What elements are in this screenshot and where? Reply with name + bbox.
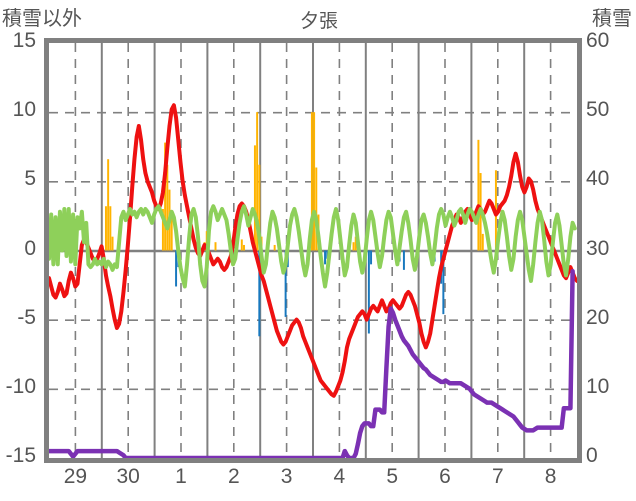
precip-bar — [243, 244, 245, 251]
plot-inner — [49, 43, 577, 458]
x-tick: 8 — [544, 465, 557, 488]
precip-bar — [161, 209, 164, 251]
x-tick: 3 — [280, 465, 293, 488]
precip-bar — [258, 250, 261, 337]
precip-bar — [107, 159, 110, 251]
precip-bar — [367, 250, 370, 334]
x-tick: 2 — [227, 465, 240, 488]
precip-bar — [170, 217, 173, 251]
y-tick-left: -10 — [5, 374, 36, 398]
precip-bar — [370, 250, 373, 265]
precip-bar — [326, 250, 329, 259]
precip-bar — [315, 167, 318, 251]
series-line-wind — [49, 204, 577, 289]
x-tick: 1 — [175, 465, 187, 488]
precip-bar — [258, 164, 261, 251]
y-tick-right: 0 — [586, 444, 598, 467]
y-tick-left: 5 — [24, 167, 36, 191]
chart-title: 夕張 — [300, 11, 339, 32]
precip-bar — [284, 250, 287, 317]
precip-bar — [354, 236, 357, 251]
plot-area — [44, 38, 582, 463]
precip-bar — [240, 239, 243, 251]
y-tick-right: 10 — [586, 374, 610, 398]
precip-bar — [442, 250, 445, 315]
right-axis-title: 積雪 — [592, 8, 632, 30]
x-tick: 7 — [491, 465, 504, 488]
precip-bar — [310, 112, 313, 251]
series-line-temperature — [49, 103, 577, 398]
precip-bar — [164, 142, 167, 251]
y-tick-right: 30 — [586, 236, 610, 260]
precip-bar — [214, 242, 217, 251]
x-tick: 5 — [386, 465, 399, 488]
precip-bar — [104, 206, 107, 251]
y-tick-right: 50 — [586, 98, 610, 122]
y-tick-left: -5 — [17, 305, 36, 329]
chart-canvas — [49, 43, 577, 458]
y-tick-right: 20 — [586, 305, 610, 329]
precip-bar — [402, 250, 405, 270]
y-tick-left: 10 — [12, 98, 36, 122]
y-tick-left: 15 — [12, 29, 36, 52]
precip-bar — [166, 164, 169, 251]
precip-bar — [175, 250, 178, 287]
y-tick-right: 40 — [586, 167, 610, 191]
precip-bar — [324, 250, 327, 265]
precip-bar — [111, 236, 114, 251]
y-tick-left: -15 — [5, 444, 36, 467]
precip-bar — [273, 244, 276, 251]
x-tick: 4 — [333, 465, 346, 488]
left-axis-title: 積雪以外 — [2, 8, 82, 30]
precip-bar — [313, 112, 316, 251]
precip-bar — [109, 206, 112, 251]
series-line-snowdepth — [49, 269, 575, 458]
y-tick-left: 0 — [24, 236, 36, 260]
precip-bar — [253, 145, 256, 251]
precip-bar — [477, 139, 480, 251]
precip-bar — [481, 233, 484, 251]
precip-bar — [256, 112, 259, 251]
precip-bar — [352, 242, 355, 251]
x-tick: 29 — [63, 465, 88, 488]
y-tick-right: 60 — [586, 29, 610, 52]
x-tick: 30 — [116, 465, 140, 488]
x-tick: 6 — [439, 465, 451, 488]
